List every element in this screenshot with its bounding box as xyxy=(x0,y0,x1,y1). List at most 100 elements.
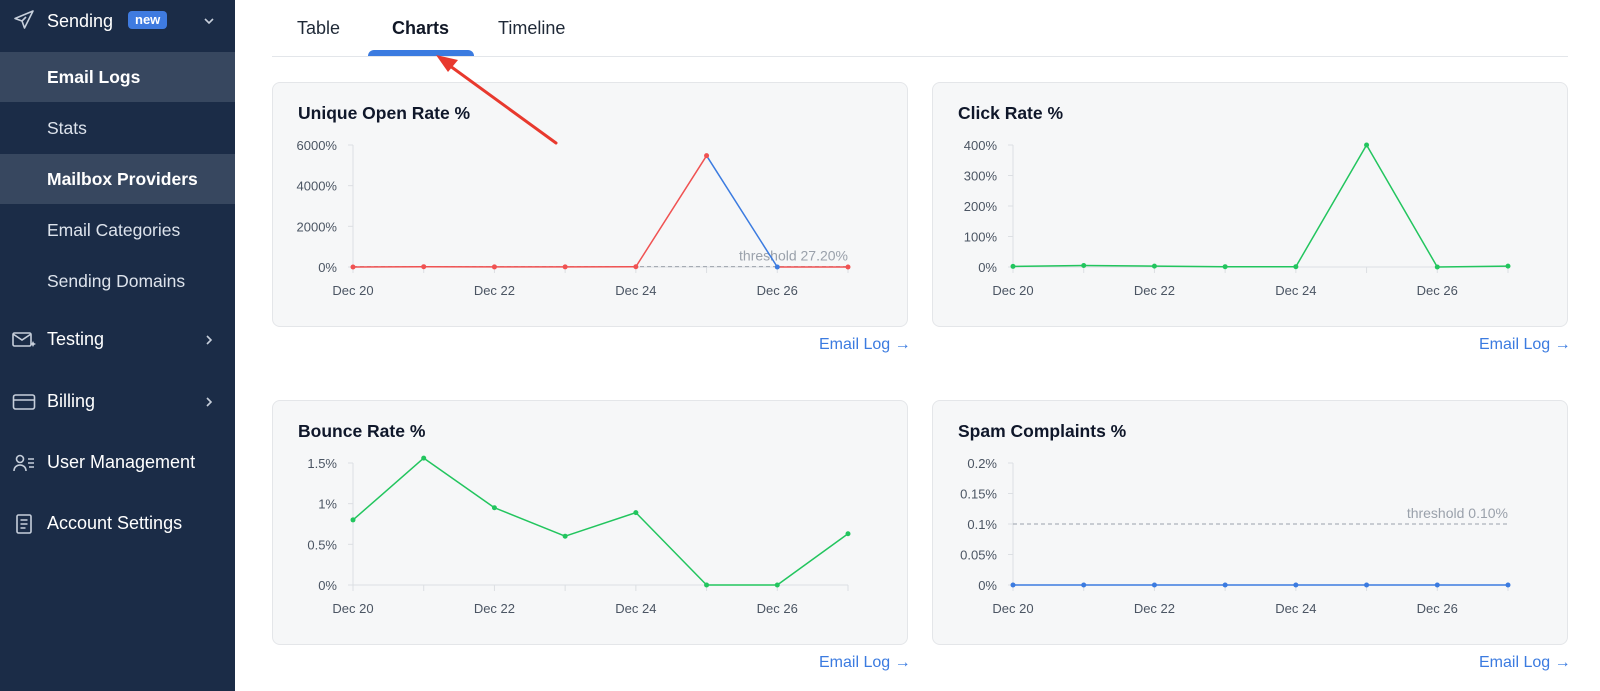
series-line-segment xyxy=(1154,265,1226,268)
sidebar-item-label: Email Categories xyxy=(47,220,181,240)
y-tick-label: 0% xyxy=(318,578,337,593)
envelope-sparkle-icon xyxy=(10,326,38,354)
sidebar-item-email-categories[interactable]: Email Categories xyxy=(0,205,235,255)
nav-user-management[interactable]: User Management xyxy=(0,441,235,485)
document-icon xyxy=(10,510,38,538)
nav-sending[interactable]: Sending new xyxy=(0,0,235,44)
chart-title: Click Rate % xyxy=(958,103,1064,123)
chevron-right-icon xyxy=(201,394,217,410)
data-point xyxy=(1293,582,1299,588)
nav-testing-label: Testing xyxy=(47,329,105,349)
chart-unique-open-rate: 0% 2000% 4000% 6000% Dec 20 Dec 22 Dec 24 Dec 2… xyxy=(297,138,851,298)
tab-timeline[interactable]: Timeline xyxy=(498,18,566,38)
data-point xyxy=(845,264,851,270)
x-tick-label: Dec 22 xyxy=(474,601,515,616)
data-point xyxy=(1505,582,1511,588)
series-line-segment xyxy=(352,457,425,521)
chevron-right-icon xyxy=(201,332,217,348)
sidebar-item-label: Email Logs xyxy=(47,67,141,87)
chart-title: Bounce Rate % xyxy=(298,421,426,441)
data-point xyxy=(350,517,356,523)
data-point xyxy=(633,510,639,516)
x-tick-label: Dec 24 xyxy=(615,283,656,298)
x-tick-label: Dec 26 xyxy=(1417,283,1458,298)
data-point xyxy=(704,153,710,159)
chart-card-unique-open-rate: Unique Open Rate % 0% 2000% 4000% 6000% Dec … xyxy=(272,82,908,327)
y-tick-label: 1.5% xyxy=(307,456,337,471)
nav-sending-label: Sending xyxy=(47,11,114,31)
data-point xyxy=(1222,582,1228,588)
x-tick-label: Dec 20 xyxy=(992,283,1033,298)
nav-billing[interactable]: Billing xyxy=(0,380,235,424)
tab-bar: Table Charts Timeline xyxy=(272,0,1568,57)
x-tick-label: Dec 26 xyxy=(757,601,798,616)
tab-charts[interactable]: Charts xyxy=(392,18,450,38)
nav-account-settings[interactable]: Account Settings xyxy=(0,502,235,546)
email-log-link[interactable]: Email Log → xyxy=(1479,336,1571,353)
series-line-segment xyxy=(705,155,778,268)
data-point xyxy=(1293,264,1299,270)
data-point xyxy=(562,264,568,270)
paper-plane-icon xyxy=(10,6,38,34)
data-point xyxy=(1081,262,1087,268)
user-list-icon xyxy=(10,449,38,477)
nav-testing[interactable]: Testing xyxy=(0,318,235,362)
x-tick-label: Dec 22 xyxy=(474,283,515,298)
chart-title: Spam Complaints % xyxy=(958,421,1127,441)
series-line-segment xyxy=(423,457,495,509)
sidebar-item-label: Mailbox Providers xyxy=(47,169,198,189)
data-point xyxy=(491,264,497,270)
y-tick-label: 0.1% xyxy=(967,517,997,532)
y-tick-label: 0% xyxy=(978,578,997,593)
nav-user-management-label: User Management xyxy=(47,452,196,472)
sidebar-item-email-logs[interactable]: Email Logs xyxy=(0,52,235,102)
x-tick-label: Dec 22 xyxy=(1134,283,1175,298)
email-log-link[interactable]: Email Log → xyxy=(819,336,911,353)
y-tick-label: 4000% xyxy=(297,179,338,194)
data-point xyxy=(1151,263,1157,269)
nav-billing-label: Billing xyxy=(47,391,96,411)
data-point xyxy=(633,264,639,270)
data-point xyxy=(1505,263,1511,269)
series-line-segment xyxy=(635,155,708,268)
data-point xyxy=(774,264,780,270)
chart-card-bounce-rate: Bounce Rate % 0% 0.5% 1% 1.5% Dec 20 Dec 22 De… xyxy=(272,400,908,645)
sidebar: Sending new Email Logs Stats Mailbox Pro… xyxy=(0,0,235,691)
x-tick-label: Dec 22 xyxy=(1134,601,1175,616)
sidebar-item-mailbox-providers[interactable]: Mailbox Providers xyxy=(0,154,235,204)
chart-card-spam-complaints: Spam Complaints % 0% 0.05% 0.1% 0.15% 0.2% De… xyxy=(932,400,1568,645)
y-tick-label: 0% xyxy=(978,260,997,275)
chart-card-click-rate: Click Rate % 0% 100% 200% 300% 400% Dec 20 Dec… xyxy=(932,82,1568,327)
x-tick-label: Dec 26 xyxy=(1417,601,1458,616)
series-line-segment xyxy=(494,507,566,537)
series-line-segment xyxy=(1365,144,1438,268)
email-log-link[interactable]: Email Log → xyxy=(1479,654,1571,671)
y-tick-label: 400% xyxy=(964,138,998,153)
data-point xyxy=(1010,582,1016,588)
y-tick-label: 6000% xyxy=(297,138,338,153)
series-line-segment xyxy=(564,511,637,537)
y-tick-label: 0.15% xyxy=(960,487,997,502)
sidebar-item-stats[interactable]: Stats xyxy=(0,103,235,153)
data-point xyxy=(562,533,568,539)
threshold-label: threshold 27.20% xyxy=(739,248,848,264)
nav-account-settings-label: Account Settings xyxy=(47,513,183,533)
tab-table[interactable]: Table xyxy=(297,18,341,38)
data-point xyxy=(421,455,427,461)
x-tick-label: Dec 24 xyxy=(1275,601,1316,616)
chart-click-rate: 0% 100% 200% 300% 400% Dec 20 Dec 22 Dec 24 Dec … xyxy=(964,138,1511,298)
y-tick-label: 2000% xyxy=(297,219,338,234)
x-tick-label: Dec 24 xyxy=(615,601,656,616)
email-log-link[interactable]: Email Log → xyxy=(819,654,911,671)
active-tab-indicator xyxy=(368,50,474,56)
series-line-segment xyxy=(1083,264,1155,267)
data-point xyxy=(1222,264,1228,270)
x-tick-label: Dec 20 xyxy=(332,283,373,298)
sidebar-item-sending-domains[interactable]: Sending Domains xyxy=(0,256,235,306)
chart-bounce-rate: 0% 0.5% 1% 1.5% Dec 20 Dec 22 Dec 24 Dec 26 xyxy=(307,455,851,616)
data-point xyxy=(1151,582,1157,588)
x-tick-label: Dec 26 xyxy=(757,283,798,298)
series-line-segment xyxy=(1295,144,1368,268)
x-tick-label: Dec 20 xyxy=(332,601,373,616)
